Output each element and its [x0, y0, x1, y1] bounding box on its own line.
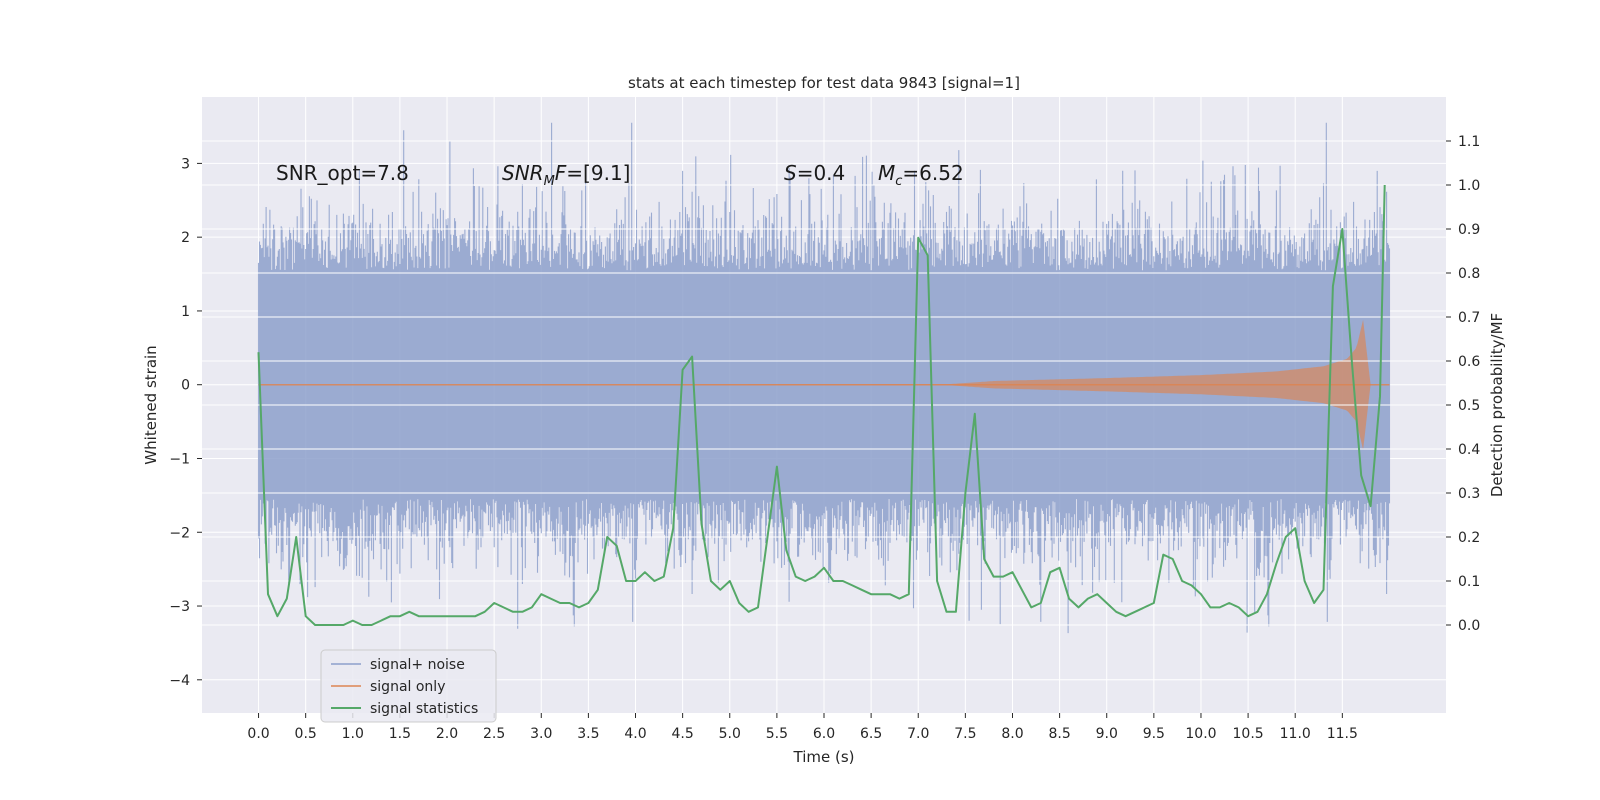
- annotation-mc-value: =6.52: [902, 161, 963, 185]
- x-tick-label: 2.0: [436, 726, 458, 742]
- legend: signal+ noise signal only signal statist…: [320, 649, 497, 723]
- y2-tick-label: 0.7: [1458, 310, 1480, 326]
- y2-tick-label: 0.8: [1458, 266, 1480, 282]
- x-tick-label: 5.0: [719, 726, 741, 742]
- x-tick-label: 6.0: [813, 726, 835, 742]
- y-axis-label: Whitened strain: [142, 345, 160, 464]
- y-axis-ticks: 3 2 1 0 −1 −2 −3 −4: [169, 156, 202, 689]
- y2-tick-label: 0.9: [1458, 222, 1480, 238]
- x-tick-label: 11.5: [1327, 726, 1358, 742]
- y-tick-label: −3: [169, 599, 190, 615]
- y-tick-label: 2: [181, 230, 190, 246]
- x-tick-label: 7.5: [954, 726, 976, 742]
- annotation-snr-opt: SNR_opt=7.8: [276, 161, 409, 185]
- x-axis-label: Time (s): [793, 748, 855, 766]
- x-tick-label: 0.5: [295, 726, 317, 742]
- y-tick-label: −1: [169, 451, 190, 467]
- y2-tick-label: 0.0: [1458, 618, 1480, 634]
- x-tick-label: 9.0: [1096, 726, 1118, 742]
- x-tick-label: 3.0: [530, 726, 552, 742]
- chart-title: stats at each timestep for test data 984…: [628, 74, 1020, 92]
- y-tick-label: 0: [181, 378, 190, 394]
- annotation-snr-mf-symbol: SNR: [502, 161, 544, 185]
- y2-tick-label: 1.1: [1458, 134, 1480, 150]
- annotation-snr-mf: SNRMF=[9.1]: [502, 161, 630, 189]
- y2-tick-label: 1.0: [1458, 178, 1480, 194]
- x-tick-label: 5.5: [766, 726, 788, 742]
- y2-tick-label: 0.2: [1458, 530, 1480, 546]
- y2-tick-label: 0.6: [1458, 354, 1480, 370]
- signal-statistics-series: [257, 184, 1386, 626]
- x-tick-label: 9.5: [1143, 726, 1165, 742]
- annotation-snr-mf-f: F: [555, 161, 567, 185]
- x-tick-label: 1.0: [342, 726, 364, 742]
- y2-tick-label: 0.3: [1458, 486, 1480, 502]
- y2-axis-ticks: 1.1 1.0 0.9 0.8 0.7 0.6 0.5 0.4 0.3 0.2 0.1 0.0: [1446, 134, 1480, 634]
- y2-axis-label: Detection probability/MF: [1488, 313, 1506, 497]
- legend-label-signal-only: signal only: [370, 679, 445, 695]
- x-tick-label: 4.0: [624, 726, 646, 742]
- annotation-mc-symbol: M: [878, 161, 895, 185]
- annotation-snr-mf-subscript: M: [544, 174, 555, 189]
- annotation-s: S=0.4: [784, 161, 845, 185]
- x-tick-label: 8.5: [1048, 726, 1070, 742]
- y-tick-label: 1: [181, 304, 190, 320]
- y-tick-label: −4: [169, 673, 190, 689]
- x-tick-label: 10.0: [1185, 726, 1216, 742]
- y2-tick-label: 0.4: [1458, 442, 1480, 458]
- x-tick-label: 1.5: [389, 726, 411, 742]
- x-tick-label: 11.0: [1280, 726, 1311, 742]
- annotation-snr-mf-value: =[9.1]: [566, 161, 630, 185]
- x-axis-ticks: 0.0 0.5 1.0 1.5 2.0 2.5 3.0 3.5 4.0 4.5 5.0 5.5 6.0 6…: [247, 713, 1358, 742]
- annotation-s-symbol: S: [784, 161, 797, 185]
- annotations: SNR_opt=7.8 SNRMF=[9.1] S=0.4 Mc=6.52: [276, 161, 964, 189]
- x-tick-label: 4.5: [672, 726, 694, 742]
- x-tick-label: 8.0: [1001, 726, 1023, 742]
- y2-gridlines: [202, 140, 1446, 626]
- legend-label-signal-noise: signal+ noise: [370, 657, 465, 673]
- annotation-mc: Mc=6.52: [878, 161, 964, 189]
- annotation-s-value: =0.4: [797, 161, 846, 185]
- legend-label-signal-statistics: signal statistics: [370, 701, 478, 717]
- y-tick-label: −2: [169, 525, 190, 541]
- x-tick-label: 2.5: [483, 726, 505, 742]
- x-tick-label: 7.0: [907, 726, 929, 742]
- signal-only-series: [258, 319, 1390, 450]
- y2-tick-label: 0.5: [1458, 398, 1480, 414]
- legend-box: [320, 649, 497, 723]
- x-tick-label: 3.5: [577, 726, 599, 742]
- signal-statistics-line: [257, 184, 1386, 626]
- x-tick-label: 0.0: [247, 726, 269, 742]
- annotation-mc-subscript: c: [895, 174, 902, 189]
- x-tick-label: 10.5: [1233, 726, 1264, 742]
- x-tick-label: 6.5: [860, 726, 882, 742]
- y-tick-label: 3: [181, 156, 190, 172]
- y2-tick-label: 0.1: [1458, 574, 1480, 590]
